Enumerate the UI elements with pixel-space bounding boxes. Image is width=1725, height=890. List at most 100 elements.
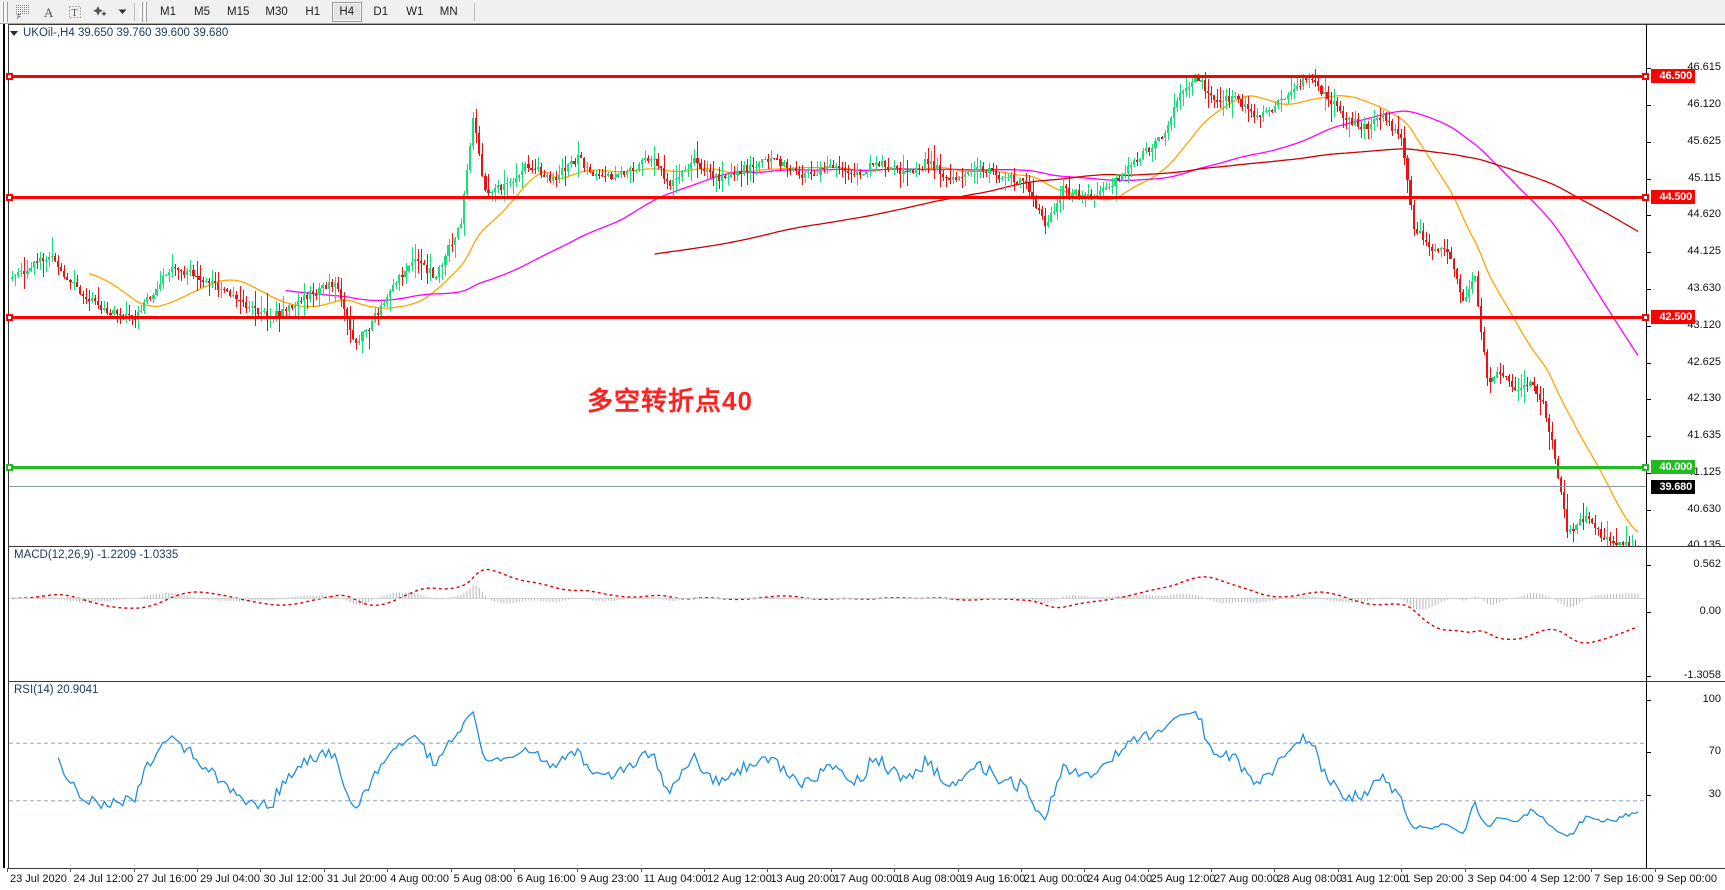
timeframe-button-m1[interactable]: M1 [160,5,176,18]
candle-body [988,167,991,173]
chart-annotation-text[interactable]: 多空转折点40 [587,386,753,416]
timeframe-group-grip[interactable] [140,1,147,22]
candle-body [1255,115,1258,118]
candle-body [1172,106,1175,118]
candle-wick [430,253,432,281]
candle-body [72,281,75,284]
macd-indicator-label[interactable]: MACD(12,26,9) -1.2209 -1.0335 [14,549,179,561]
rsi-pane[interactable]: RSI(14) 20.9041 100 70 30 [0,681,1725,868]
level-anchor-right[interactable] [1642,464,1649,471]
candle-body [1022,178,1025,182]
candle-body [1071,193,1074,196]
candle-body [994,171,997,175]
candle-body [84,296,87,299]
rsi-indicator-label[interactable]: RSI(14) 20.9041 [14,684,99,696]
level-line-40-000[interactable] [6,464,1649,471]
price-tick-label: 45.625 [1687,135,1721,147]
candle-body [677,177,681,179]
quote-dropdown-icon[interactable] [10,30,18,36]
candle-body [650,158,653,162]
level-anchor-left[interactable] [6,73,13,80]
candle-wick [1023,178,1025,194]
objects-icon[interactable] [88,1,114,23]
candle-wick [251,300,253,319]
candle-body [1221,100,1225,103]
level-anchor-right[interactable] [1642,73,1649,80]
candle-body [93,297,97,301]
candle-body [647,157,650,162]
candle-body [1563,492,1566,510]
timeframe-button-h4[interactable]: H4 [331,1,362,22]
time-tick-mark [513,868,515,872]
candle-wick [537,157,539,173]
timeframe-button-m5[interactable]: M5 [194,5,210,18]
candle-wick [1515,376,1517,391]
timeframe-button-w1[interactable]: W1 [406,5,424,18]
candle-body [1099,191,1102,195]
candle-body [1446,249,1449,253]
timeframe-button-m15[interactable]: M15 [227,5,250,18]
toolbar-grip[interactable] [1,1,8,22]
candle-body [263,310,266,312]
level-anchor-left[interactable] [6,194,13,201]
time-tick-label: 27 Aug 00:00 [1214,873,1279,885]
rsi-line [57,710,1639,837]
timeframe-button-h1[interactable]: H1 [305,5,321,18]
time-tick-mark [1020,868,1022,872]
candle-body [810,172,813,175]
candle-wick [660,166,662,176]
price-tick-mark [1647,326,1651,327]
chevron-down-icon[interactable] [114,1,130,23]
level-line-42-500[interactable] [6,314,1649,321]
candle-body [877,163,880,167]
text-a-icon[interactable]: A [36,1,62,23]
candle-body [902,170,905,174]
candle-body [561,168,564,175]
price-tick-label: 41.635 [1687,429,1721,441]
candle-body [724,175,727,179]
axis-tick-label: 100 [1702,693,1721,705]
candle-wick [811,160,813,181]
candle-body [588,166,591,173]
crosshair-f-icon[interactable]: F [10,1,36,23]
candle-wick [1112,178,1114,195]
timeframe-button-mn[interactable]: MN [439,5,458,18]
price-tick-mark [1647,510,1651,511]
level-anchor-left[interactable] [6,314,13,321]
timeframe-button-m30[interactable]: M30 [265,5,288,18]
candle-wick [884,159,886,178]
candle-wick [937,157,939,172]
candle-body [302,295,306,302]
candle-body [1550,432,1554,440]
candle-wick [894,159,896,175]
level-anchor-left[interactable] [6,464,13,471]
candle-body [1357,118,1360,128]
candle-wick [731,162,733,179]
candle-wick [159,270,161,291]
timeframe-button-d1[interactable]: D1 [373,5,389,18]
level-line-46-500[interactable] [6,73,1649,80]
chart-canvas[interactable]: UKOil-,H4 39.650 39.760 39.600 39.680 46… [0,24,1725,890]
candle-wick [900,161,902,188]
candle-body [1052,212,1056,214]
price-pane[interactable]: UKOil-,H4 39.650 39.760 39.600 39.680 46… [0,24,1725,589]
candle-body [920,168,923,170]
level-anchor-right[interactable] [1642,194,1649,201]
candle-wick [986,169,988,178]
candle-body [250,305,253,308]
macd-pane[interactable]: MACD(12,26,9) -1.2209 -1.0335 0.562 0.00 -… [0,546,1725,681]
candle-body [1532,381,1535,386]
candle-body [346,309,349,318]
time-axis[interactable]: 23 Jul 2020 24 Jul 12:00 27 Jul 16:00 29 Ju… [0,868,1725,890]
candle-body [893,165,896,168]
text-label-icon[interactable]: T [62,1,88,23]
candle-body [687,168,690,171]
level-line-44-500[interactable] [6,194,1649,201]
candle-wick [494,184,496,202]
macd-axis-line [1646,546,1647,681]
candle-wick [762,158,764,168]
candle-body [515,178,518,182]
candle-wick [531,159,533,173]
level-anchor-right[interactable] [1642,314,1649,321]
pane-scale-rail [8,24,9,546]
